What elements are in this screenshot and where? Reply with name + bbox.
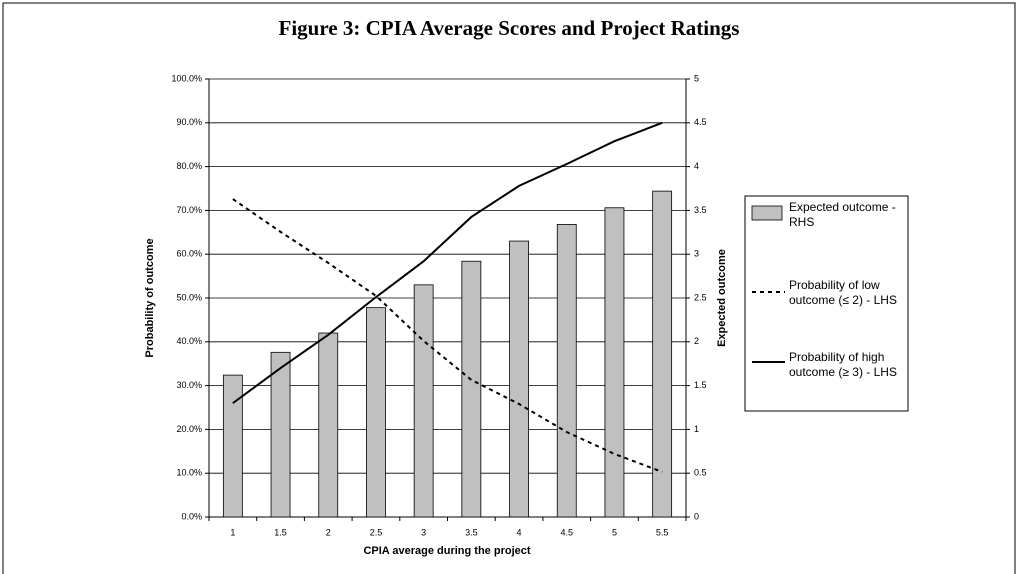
y2-tick-label: 3 [694,249,699,259]
y2-tick-label: 0 [694,511,699,521]
y-tick-label: 90.0% [176,117,202,127]
x-tick-label: 4 [517,527,522,537]
y2-tick-label: 4 [694,161,699,171]
bar [556,224,577,518]
line [232,198,663,473]
x-tick-label: 1 [230,527,235,537]
bar [222,374,243,518]
x-tick-label: 2 [326,527,331,537]
y2-tick-label: 1 [694,424,699,434]
y-tick-label: 10.0% [176,468,202,478]
x-tick-label: 2.5 [370,527,383,537]
bar [652,190,673,518]
y-tick-label: 20.0% [176,424,202,434]
legend-entry: Probability of high outcome (≥ 3) - LHS [789,350,897,379]
legend-label: Probability of low outcome (≤ 2) - LHS [789,278,897,307]
y-tick-label: 40.0% [176,336,202,346]
bar [270,351,291,518]
legend-entry: Probability of low outcome (≤ 2) - LHS [789,278,897,307]
y-tick-label: 80.0% [176,161,202,171]
legend [744,195,909,412]
bar [604,207,625,518]
y2-tick-label: 2.5 [694,292,707,302]
y2-tick-label: 5 [694,73,699,83]
y-tick-label: 100.0% [171,73,202,83]
chart-title: Figure 3: CPIA Average Scores and Projec… [279,16,740,40]
y-tick-label: 60.0% [176,249,202,259]
line [232,121,663,404]
x-tick-label: 4.5 [560,527,573,537]
legend-label: Probability of high outcome (≥ 3) - LHS [789,350,897,379]
y-tick-label: 50.0% [176,292,202,302]
y-tick-label: 70.0% [176,205,202,215]
y2-tick-label: 1.5 [694,380,707,390]
bar [461,260,482,518]
x-tick-label: 3 [421,527,426,537]
x-tick-label: 5.5 [656,527,669,537]
y-axis-label: Probability of outcome [144,238,156,357]
x-tick-label: 1.5 [274,527,287,537]
legend-swatch [751,205,783,221]
x-tick-label: 3.5 [465,527,478,537]
y2-axis-label: Expected outcome [716,249,728,347]
legend-label: Expected outcome - RHS [789,200,896,229]
y-tick-label: 0.0% [181,511,202,521]
bar [509,240,529,518]
bar [366,307,386,518]
x-axis-label: CPIA average during the project [363,545,530,557]
bar [318,332,339,518]
y-tick-label: 30.0% [176,380,202,390]
x-tick-label: 5 [612,527,617,537]
y2-tick-label: 2 [694,336,699,346]
y2-tick-label: 4.5 [694,117,707,127]
bar [413,284,434,518]
y2-tick-label: 3.5 [694,205,707,215]
legend-entry: Expected outcome - RHS [789,200,896,229]
y2-tick-label: 0.5 [694,468,707,478]
